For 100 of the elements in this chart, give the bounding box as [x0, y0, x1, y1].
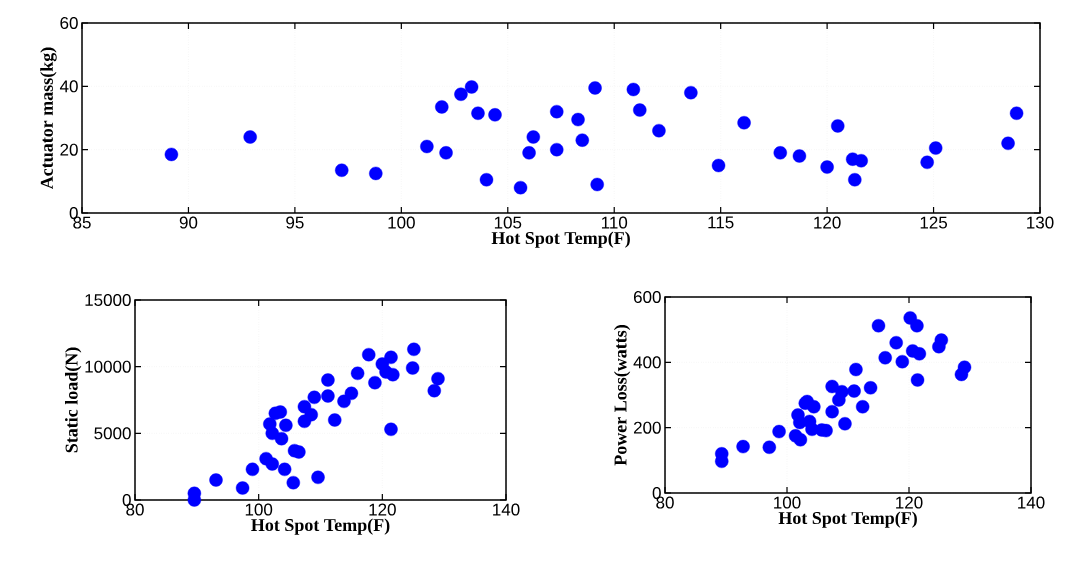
x-axis-title: Hot Spot Temp(F): [491, 231, 630, 248]
x-tick-label: 90: [179, 216, 198, 229]
point: [405, 361, 420, 375]
point: [439, 146, 453, 160]
point: [384, 422, 398, 437]
point: [820, 160, 834, 174]
point: [311, 470, 325, 485]
point: [652, 123, 666, 138]
point: [321, 389, 335, 403]
point: [928, 141, 943, 155]
point: [684, 85, 698, 100]
y-tick-label: 10000: [85, 360, 131, 373]
point: [328, 413, 342, 427]
point: [711, 158, 726, 173]
point: [344, 386, 359, 401]
point: [762, 440, 777, 454]
x-tick-label: 100: [245, 503, 273, 516]
point: [526, 130, 541, 144]
point: [235, 481, 250, 495]
point: [878, 351, 892, 365]
x-tick-label: 120: [896, 496, 923, 509]
point: [386, 367, 400, 382]
point: [571, 112, 585, 127]
point: [825, 404, 839, 419]
point: [362, 347, 376, 362]
point: [279, 418, 293, 433]
point: [369, 166, 383, 181]
point: [245, 462, 260, 477]
point: [831, 119, 845, 133]
point: [427, 383, 441, 398]
point: [368, 375, 382, 390]
x-tick-label: 125: [920, 216, 948, 229]
point: [854, 154, 868, 168]
x-tick-label: 120: [814, 216, 841, 229]
point: [626, 82, 641, 97]
point: [431, 371, 445, 386]
point: [849, 362, 863, 377]
point: [304, 407, 318, 422]
point: [772, 424, 786, 439]
y-axis-title: Actuator mass(kg): [40, 47, 57, 190]
point: [848, 173, 862, 187]
y-tick-label: 15000: [85, 293, 131, 307]
point: [920, 155, 934, 170]
point: [522, 146, 536, 160]
x-tick-label: 110: [601, 216, 628, 229]
point: [435, 100, 449, 114]
point: [863, 381, 878, 395]
point: [292, 445, 306, 459]
x-tick-label: 140: [1018, 496, 1045, 509]
y-tick-label: 600: [633, 290, 661, 304]
point: [910, 373, 925, 387]
point: [454, 87, 468, 101]
y-axis-title: Power Loss(watts): [613, 325, 631, 466]
point: [277, 462, 292, 477]
point: [910, 319, 924, 333]
x-tick-label: 100: [774, 496, 801, 509]
point: [479, 173, 494, 187]
point: [889, 336, 903, 350]
point: [871, 319, 886, 333]
point: [736, 439, 750, 454]
point: [575, 133, 589, 147]
x-tick-label: 140: [493, 503, 520, 516]
point: [590, 177, 604, 192]
point: [550, 104, 564, 119]
x-tick-label: 115: [708, 216, 734, 229]
point: [1009, 106, 1024, 120]
point: [793, 433, 808, 447]
point: [912, 347, 927, 361]
point: [513, 180, 528, 195]
point: [321, 373, 335, 387]
point: [737, 116, 751, 130]
point: [384, 350, 398, 365]
point: [350, 366, 365, 381]
point: [847, 384, 861, 398]
point: [335, 163, 349, 177]
point: [773, 146, 787, 160]
point: [633, 103, 647, 117]
y-axis-title: Static load(N): [65, 347, 82, 453]
x-tick-label: 130: [1027, 216, 1054, 229]
point: [792, 149, 807, 163]
x-axis-title: Hot Spot Temp(F): [251, 518, 390, 535]
point: [550, 142, 564, 157]
point: [895, 354, 909, 369]
x-tick-label: 95: [286, 216, 304, 229]
point: [420, 139, 434, 154]
y-tick-label: 200: [633, 421, 661, 434]
point: [471, 106, 485, 120]
point: [1001, 136, 1015, 151]
x-tick-label: 120: [369, 503, 396, 516]
point: [407, 342, 421, 357]
point: [934, 333, 949, 347]
point: [807, 400, 821, 414]
point: [835, 385, 849, 399]
y-tick-label: 60: [60, 16, 78, 30]
point: [164, 147, 179, 162]
point: [243, 130, 257, 144]
y-tick-label: 20: [60, 143, 78, 156]
x-tick-label: 100: [388, 216, 415, 229]
point: [838, 417, 852, 431]
point: [588, 81, 602, 95]
